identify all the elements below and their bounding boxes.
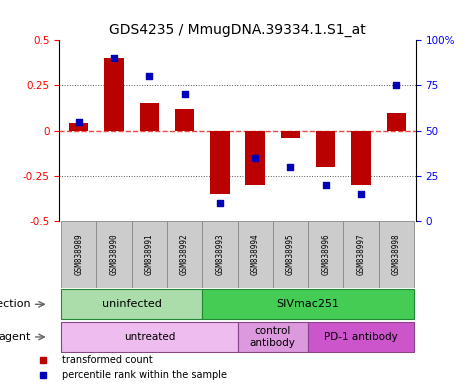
Text: uninfected: uninfected xyxy=(102,299,162,310)
Bar xyxy=(316,131,335,167)
Bar xyxy=(273,221,308,288)
Bar xyxy=(351,131,370,185)
Text: agent: agent xyxy=(0,332,31,342)
Text: GSM838991: GSM838991 xyxy=(145,233,154,275)
Bar xyxy=(104,58,124,131)
Text: SIVmac251: SIVmac251 xyxy=(276,299,340,310)
Text: GSM838995: GSM838995 xyxy=(286,233,295,275)
Bar xyxy=(61,322,238,352)
Bar xyxy=(238,221,273,288)
Text: GSM838996: GSM838996 xyxy=(321,233,330,275)
Bar xyxy=(69,123,88,131)
Point xyxy=(357,191,365,197)
Text: GSM838989: GSM838989 xyxy=(74,233,83,275)
Point xyxy=(145,73,153,79)
Text: untreated: untreated xyxy=(124,332,175,342)
Bar xyxy=(210,131,229,194)
Point xyxy=(286,164,294,170)
Bar xyxy=(61,221,96,288)
Point xyxy=(110,55,118,61)
Point xyxy=(251,155,259,161)
Bar xyxy=(343,221,379,288)
Bar xyxy=(308,221,343,288)
Point xyxy=(392,83,400,89)
Text: GSM838997: GSM838997 xyxy=(356,233,365,275)
Text: GSM838994: GSM838994 xyxy=(251,233,260,275)
Bar xyxy=(379,221,414,288)
Text: GSM838990: GSM838990 xyxy=(110,233,119,275)
Bar xyxy=(202,289,414,319)
Point xyxy=(216,200,224,206)
Bar xyxy=(387,113,406,131)
Text: GSM838998: GSM838998 xyxy=(392,233,401,275)
Bar xyxy=(167,221,202,288)
Text: PD-1 antibody: PD-1 antibody xyxy=(324,332,398,342)
Bar xyxy=(246,131,265,185)
Bar xyxy=(175,109,194,131)
Bar xyxy=(238,322,308,352)
Bar xyxy=(202,221,238,288)
Point xyxy=(322,182,330,188)
Text: percentile rank within the sample: percentile rank within the sample xyxy=(62,369,227,380)
Point xyxy=(75,118,83,124)
Text: transformed count: transformed count xyxy=(62,354,152,365)
Title: GDS4235 / MmugDNA.39334.1.S1_at: GDS4235 / MmugDNA.39334.1.S1_at xyxy=(109,23,366,36)
Text: infection: infection xyxy=(0,299,31,310)
Point xyxy=(181,91,189,98)
Text: GSM838992: GSM838992 xyxy=(180,233,189,275)
Bar xyxy=(132,221,167,288)
Bar xyxy=(96,221,132,288)
Bar xyxy=(61,289,202,319)
Text: GSM838993: GSM838993 xyxy=(215,233,224,275)
Text: control
antibody: control antibody xyxy=(250,326,296,348)
Bar xyxy=(308,322,414,352)
Bar xyxy=(281,131,300,138)
Bar xyxy=(140,104,159,131)
